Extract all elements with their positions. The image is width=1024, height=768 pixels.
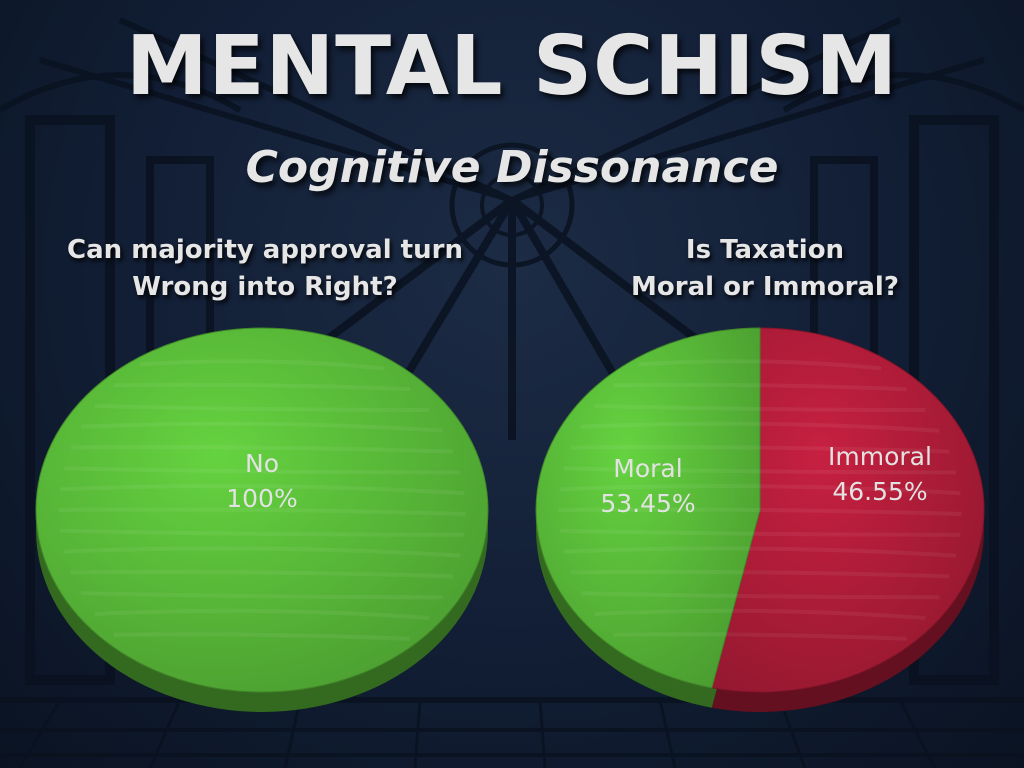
brush-stroke [594, 404, 926, 412]
chart-1-title: Can majority approval turn Wrong into Ri… [30, 232, 500, 306]
brush-stroke [638, 359, 882, 371]
chart-2-title: Is Taxation Moral or Immoral? [530, 232, 1000, 306]
pie-2-value-moral: 53.45% [600, 489, 695, 518]
brush-stroke [558, 507, 962, 516]
brush-stroke [113, 382, 411, 392]
slide-title: MENTAL SCHISM [125, 19, 899, 114]
chart-2-title-line-1: Is Taxation [685, 235, 845, 265]
brush-stroke [63, 546, 461, 558]
brush-stroke [559, 484, 961, 496]
brush-stroke [613, 632, 907, 641]
brush-stroke [570, 445, 950, 454]
brush-stroke [58, 507, 466, 516]
brush-stroke [563, 466, 957, 475]
chart-1-title-line-2: Wrong into Right? [132, 272, 398, 302]
brush-stroke [113, 632, 411, 641]
brush-stroke [594, 608, 926, 620]
pie-2-slice-moral [711, 327, 985, 693]
pie-2-value-immoral: 46.55% [832, 477, 927, 506]
brush-stroke [81, 591, 443, 600]
chart-1-title-line-1: Can majority approval turn [67, 235, 463, 265]
pie-1-value-no: 100% [226, 484, 297, 513]
brush-stroke [63, 466, 461, 475]
brush-stroke [70, 569, 454, 579]
pie-1-slice-no [35, 327, 489, 693]
brush-stroke [580, 591, 940, 600]
pie-chart-1: No 100% [35, 327, 489, 712]
brush-stroke [580, 421, 940, 433]
brush-stroke [95, 404, 429, 412]
brush-stroke [563, 546, 957, 558]
pie-2-slice-immoral [535, 327, 761, 689]
brush-stroke [70, 445, 454, 454]
brush-stroke [613, 382, 907, 392]
slide-subtitle: Cognitive Dissonance [245, 142, 779, 193]
brush-stroke [59, 528, 465, 537]
pie-2-label-moral: Moral [613, 454, 682, 483]
chart-2-title-line-2: Moral or Immoral? [631, 272, 899, 302]
brush-stroke [139, 359, 385, 371]
brush-stroke [559, 528, 961, 537]
brush-stroke [570, 569, 950, 579]
pie-1-label-no: No [245, 449, 279, 478]
brush-stroke [59, 484, 465, 496]
pie-chart-2: Moral 53.45% Immoral 46.55% [535, 327, 985, 712]
brush-stroke [81, 421, 444, 433]
pie-2-label-immoral: Immoral [828, 442, 932, 471]
brush-stroke [94, 608, 430, 620]
